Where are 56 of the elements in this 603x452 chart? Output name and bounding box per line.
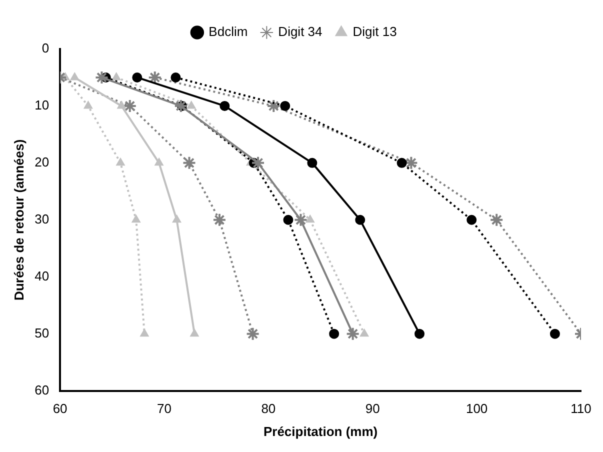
legend-label: Bdclim bbox=[208, 24, 248, 40]
x-tick-label: 70 bbox=[157, 401, 172, 416]
point bbox=[148, 70, 162, 84]
point bbox=[190, 328, 199, 337]
point bbox=[396, 158, 407, 168]
point bbox=[490, 212, 504, 227]
x-tick-label: 100 bbox=[466, 401, 488, 416]
point bbox=[404, 156, 418, 170]
point bbox=[306, 214, 315, 223]
point bbox=[466, 214, 477, 225]
point bbox=[212, 212, 226, 227]
point bbox=[294, 212, 308, 227]
x-tick-label: 80 bbox=[261, 401, 276, 416]
x-tick-label: 110 bbox=[570, 401, 592, 416]
point bbox=[246, 326, 260, 341]
point bbox=[360, 328, 369, 337]
point bbox=[280, 100, 290, 111]
y-tick-label: 50 bbox=[34, 325, 50, 340]
y-tick-label: 30 bbox=[34, 211, 50, 226]
point bbox=[94, 70, 109, 84]
point bbox=[117, 100, 126, 109]
point bbox=[329, 328, 340, 339]
point bbox=[116, 158, 125, 166]
point bbox=[170, 72, 181, 82]
point bbox=[251, 156, 266, 170]
y-tick-label: 20 bbox=[34, 154, 50, 170]
legend-label: Digit 13 bbox=[352, 24, 397, 40]
point bbox=[140, 328, 149, 337]
point bbox=[84, 100, 93, 109]
y-tick-label: 10 bbox=[34, 98, 50, 113]
point bbox=[122, 98, 137, 113]
x-tick-label: 90 bbox=[365, 401, 380, 416]
legend-label: Digit 34 bbox=[278, 24, 322, 40]
point bbox=[550, 328, 560, 339]
point bbox=[70, 72, 80, 80]
point bbox=[414, 328, 425, 339]
y-tick-label: 60 bbox=[34, 382, 50, 398]
point bbox=[174, 98, 188, 113]
point bbox=[172, 214, 182, 223]
point bbox=[186, 100, 196, 109]
y-axis-title: Durées de retour (années) bbox=[11, 139, 26, 300]
point bbox=[112, 72, 121, 80]
point bbox=[132, 72, 142, 82]
x-tick-label: 60 bbox=[52, 401, 68, 416]
point bbox=[283, 214, 294, 225]
point bbox=[220, 100, 230, 111]
point bbox=[346, 326, 360, 341]
point bbox=[154, 158, 164, 166]
y-tick-label: 0 bbox=[42, 40, 50, 56]
point bbox=[266, 98, 281, 113]
point bbox=[132, 214, 141, 223]
point bbox=[307, 158, 318, 168]
point bbox=[182, 156, 196, 170]
point bbox=[355, 214, 366, 225]
y-tick-label: 40 bbox=[34, 268, 50, 284]
x-axis-title: Précipitation (mm) bbox=[263, 424, 378, 439]
